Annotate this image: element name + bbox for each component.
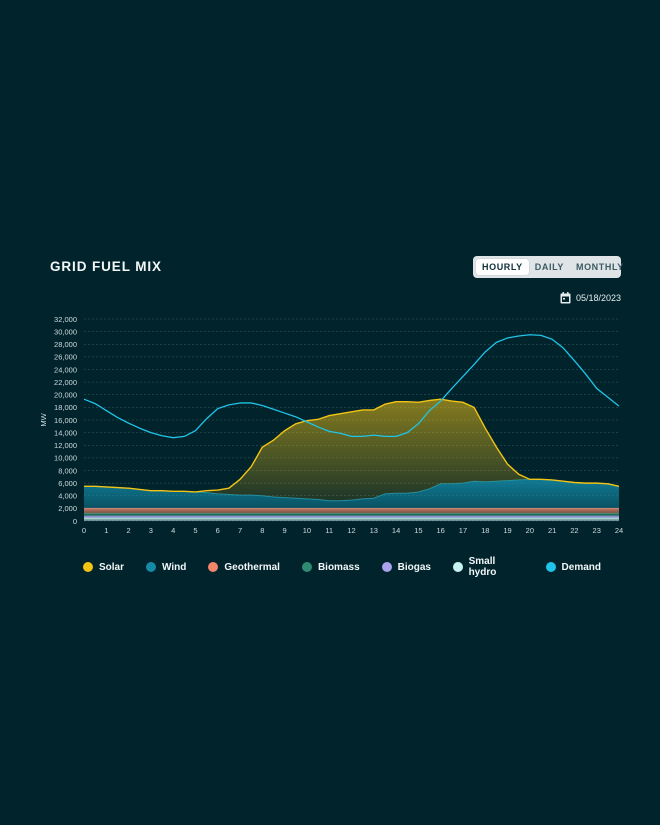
x-tick-label: 4 (171, 526, 175, 535)
range-option-daily[interactable]: DAILY (534, 262, 564, 272)
y-tick-label: 4,000 (58, 492, 77, 501)
legend-dot (208, 562, 219, 572)
date-text: 05/18/2023 (575, 293, 621, 303)
y-axis-label: MW (39, 412, 48, 426)
y-tick-label: 16,000 (54, 416, 77, 425)
legend-dot (146, 562, 157, 572)
legend-dot (381, 562, 392, 572)
y-tick-label: 8,000 (58, 466, 77, 475)
y-tick-label: 22,000 (54, 378, 77, 387)
x-tick-label: 15 (414, 526, 422, 535)
x-tick-label: 0 (82, 526, 86, 535)
legend-item-biogas[interactable]: Biogas (381, 561, 431, 573)
x-tick-label: 17 (459, 526, 467, 535)
x-tick-label: 8 (260, 526, 264, 535)
y-tick-label: 0 (73, 517, 77, 526)
legend-dot (83, 562, 93, 572)
y-tick-label: 18,000 (54, 403, 77, 412)
x-tick-label: 3 (149, 526, 153, 535)
y-tick-label: 6,000 (58, 479, 77, 488)
x-tick-label: 13 (370, 526, 378, 535)
y-tick-label: 12,000 (54, 441, 77, 450)
chart-title: GRID FUEL MIX (50, 259, 162, 274)
x-tick-label: 12 (347, 526, 355, 535)
x-tick-label: 7 (238, 526, 242, 535)
x-tick-label: 5 (193, 526, 197, 535)
range-option-monthly[interactable]: MONTHLY (575, 262, 624, 272)
chart-legend: Solar Wind Geothermal Biomass Biogas Small hy… (83, 556, 623, 578)
x-tick-label: 23 (593, 526, 601, 535)
x-tick-label: 16 (436, 526, 444, 535)
x-tick-label: 2 (126, 526, 130, 535)
range-option-hourly[interactable]: HOURLY (476, 259, 529, 275)
x-tick-label: 6 (216, 526, 220, 535)
y-tick-label: 10,000 (54, 454, 77, 463)
x-tick-label: 1 (104, 526, 108, 535)
legend-dot (545, 562, 556, 572)
legend-dot (301, 562, 312, 572)
line-series (83, 334, 620, 439)
area-wind (84, 479, 619, 509)
x-tick-label: 20 (526, 526, 534, 535)
y-tick-label: 2,000 (58, 504, 77, 513)
y-tick-label: 14,000 (54, 428, 77, 437)
x-tick-label: 18 (481, 526, 489, 535)
legend-label: Small hydro (468, 556, 497, 578)
legend-dot (452, 562, 463, 572)
area-geothermal (84, 508, 619, 514)
date-picker[interactable]: 05/18/2023 (560, 292, 621, 304)
calendar-icon (560, 292, 571, 304)
x-tick-label: 24 (615, 526, 623, 535)
axis-labels: 0 2,000 4,000 6,000 8,000 10,000 12,000 14,000 1… (39, 315, 623, 535)
y-tick-label: 20,000 (54, 391, 77, 400)
legend-item-biomass[interactable]: Biomass (301, 561, 360, 573)
area-edge-solar (84, 398, 620, 493)
legend-label: Wind (162, 561, 187, 573)
x-tick-label: 9 (283, 526, 287, 535)
area-series (84, 398, 620, 521)
x-tick-label: 19 (503, 526, 511, 535)
area-biomass (84, 513, 619, 516)
x-tick-label: 11 (325, 526, 333, 535)
x-tick-label: 14 (392, 526, 400, 535)
legend-label: Biogas (397, 561, 431, 573)
line-demand (83, 334, 620, 439)
legend-label: Geothermal (224, 561, 280, 573)
legend-item-small-hydro[interactable]: Small hydro (452, 556, 524, 578)
x-tick-label: 10 (303, 526, 311, 535)
y-tick-label: 32,000 (54, 315, 77, 324)
y-tick-label: 30,000 (54, 327, 77, 336)
legend-item-solar[interactable]: Solar (83, 562, 124, 573)
legend-item-wind[interactable]: Wind (146, 562, 186, 573)
y-tick-label: 24,000 (54, 365, 77, 374)
range-toggle: HOURLY DAILY MONTHLY (473, 256, 623, 278)
legend-label: Biomass (317, 561, 360, 573)
x-tick-label: 21 (548, 526, 556, 535)
legend-item-geothermal[interactable]: Geothermal (208, 562, 280, 573)
legend-label: Solar (99, 561, 125, 573)
x-tick-label: 22 (570, 526, 578, 535)
area-small-hydro (84, 517, 619, 521)
legend-item-demand[interactable]: Demand (545, 561, 601, 573)
y-tick-label: 26,000 (54, 353, 77, 362)
y-tick-label: 28,000 (54, 340, 77, 349)
area-solar (84, 399, 619, 501)
legend-label: Demand (561, 561, 601, 573)
